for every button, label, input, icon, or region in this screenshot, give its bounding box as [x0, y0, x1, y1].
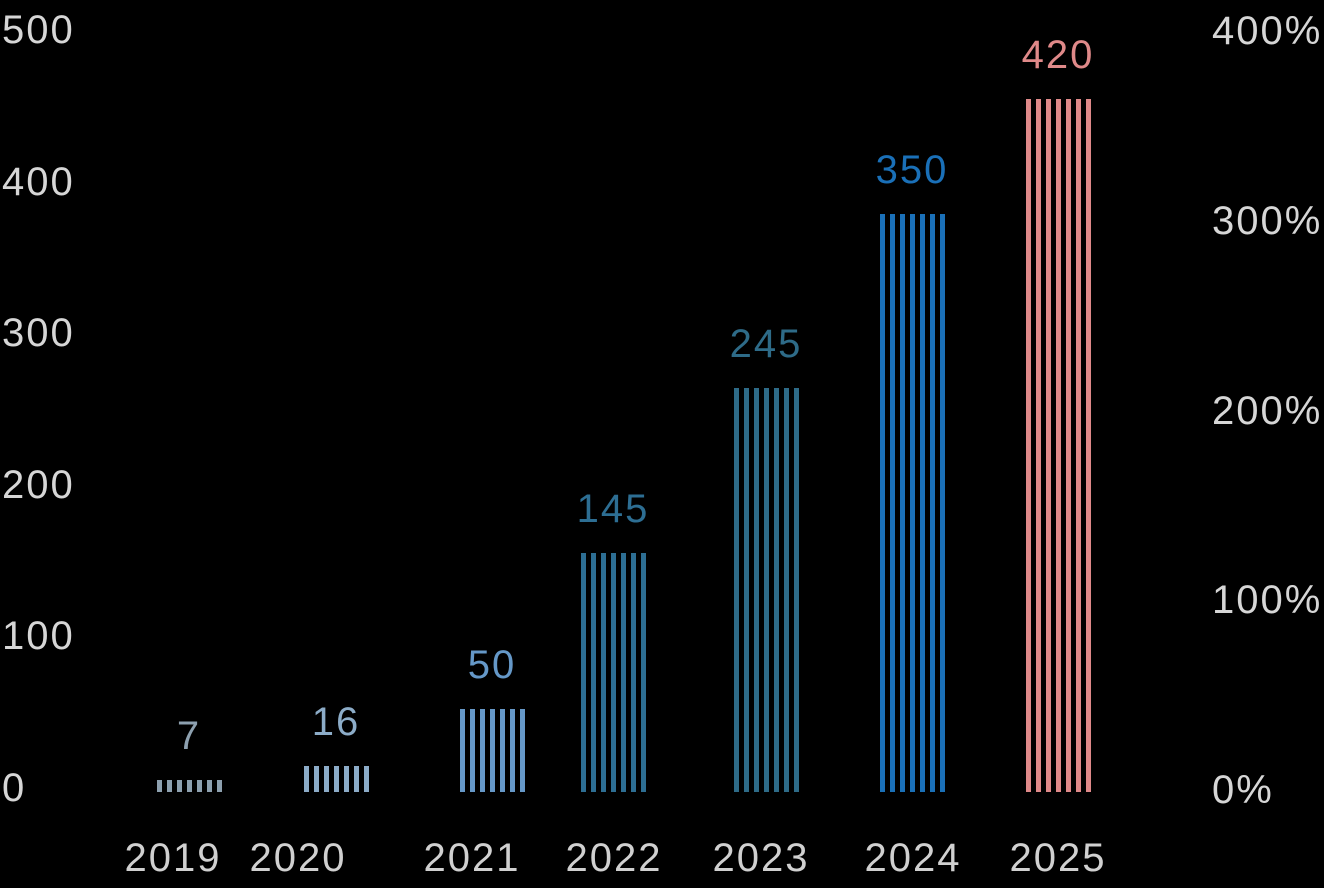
- x-tick-label-2021: 2021: [423, 836, 521, 880]
- bar-value-label-2025: 420: [1021, 33, 1095, 77]
- left-axis-tick-0: 0: [2, 766, 27, 810]
- right-axis-tick-200%: 200%: [1212, 388, 1323, 433]
- bar-2019: [156, 780, 222, 792]
- bar-2024: [879, 214, 945, 792]
- bar-value-label-2024: 350: [875, 148, 949, 192]
- x-tick-label-2025: 2025: [1009, 836, 1107, 880]
- left-axis-tick-200: 200: [2, 462, 75, 507]
- x-tick-label-2024: 2024: [864, 836, 962, 880]
- x-tick-label-2023: 2023: [712, 836, 810, 880]
- bar-2021: [459, 709, 525, 792]
- bar-2020: [303, 766, 369, 792]
- bar-value-label-2023: 245: [729, 322, 803, 366]
- x-tick-label-2022: 2022: [565, 836, 663, 880]
- left-axis-tick-500: 500: [2, 8, 75, 52]
- bar-value-label-2022: 145: [576, 487, 650, 531]
- bar-2025: [1025, 99, 1091, 792]
- bar-2023: [733, 388, 799, 792]
- x-tick-label-2020: 2020: [249, 836, 347, 880]
- right-axis-tick-400%: 400%: [1212, 9, 1323, 53]
- right-axis-tick-300%: 300%: [1212, 198, 1323, 243]
- left-axis-tick-100: 100: [2, 614, 75, 659]
- bar-value-label-2021: 50: [467, 643, 517, 687]
- x-tick-label-2019: 2019: [124, 836, 222, 880]
- bar-value-label-2019: 7: [176, 714, 202, 758]
- left-axis-tick-400: 400: [2, 159, 75, 204]
- left-axis-tick-300: 300: [2, 311, 75, 356]
- right-axis-tick-100%: 100%: [1212, 578, 1323, 623]
- right-axis-tick-0%: 0%: [1212, 768, 1274, 812]
- bar-value-label-2020: 16: [311, 700, 361, 744]
- bar-2022: [580, 553, 646, 792]
